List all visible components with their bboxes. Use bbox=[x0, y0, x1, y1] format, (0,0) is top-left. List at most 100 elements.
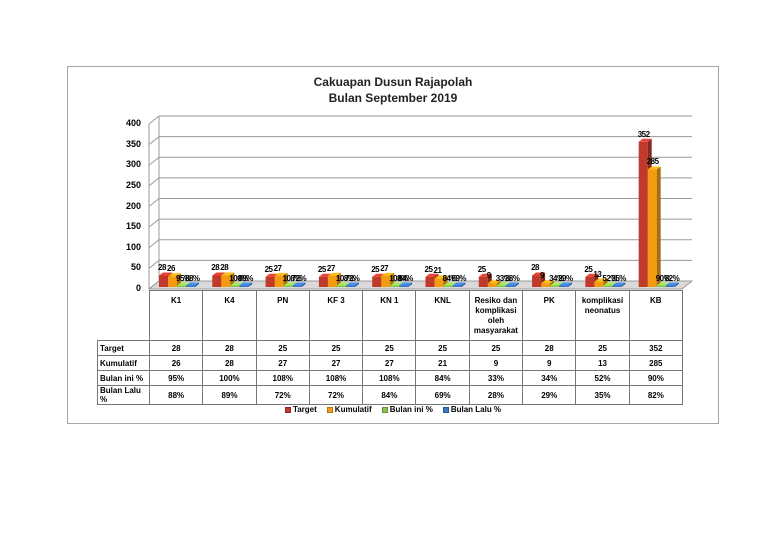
data-label: 108% bbox=[335, 273, 355, 283]
data-table: K1 K4 PN KF 3 KN 1 KNL Resiko dan komplikasi o… bbox=[97, 290, 683, 405]
table-row: Bulan ini % 95% 100% 108% 108% 108% 84% 33% 34% 5… bbox=[97, 370, 683, 386]
data-label: 72% bbox=[344, 273, 360, 283]
data-label: 84% bbox=[398, 273, 413, 283]
plot-area bbox=[147, 115, 694, 290]
table-cell: 25 bbox=[575, 340, 630, 356]
legend-swatch-icon bbox=[284, 406, 291, 413]
table-header-cell: PK bbox=[522, 290, 577, 341]
table-cell: 95% bbox=[148, 370, 204, 386]
table-cell: 25 bbox=[308, 340, 364, 356]
data-label: 25 bbox=[424, 264, 433, 274]
data-label: 33% bbox=[495, 273, 511, 283]
legend-label: Bulan ini % bbox=[389, 405, 433, 414]
y-tick-label: 0 bbox=[135, 283, 141, 293]
legend-label: Bulan Lalu % bbox=[450, 405, 502, 414]
bar bbox=[399, 282, 413, 287]
table-cell: 108% bbox=[255, 370, 310, 386]
table-cell: 52% bbox=[575, 370, 630, 386]
table-header-cell: komplikasi neonatus bbox=[575, 290, 630, 341]
data-label: 25 bbox=[477, 264, 486, 274]
table-cell: 69% bbox=[415, 385, 470, 405]
table-cell: 34% bbox=[522, 370, 577, 386]
table-cell: 29% bbox=[522, 385, 577, 405]
table-cell: 25 bbox=[255, 340, 310, 356]
table-row-label: Bulan Lalu % bbox=[97, 385, 150, 405]
table-corner bbox=[98, 291, 150, 341]
chart-frame: Cakuapan Dusun Rajapolah Bulan September… bbox=[67, 66, 719, 424]
bar bbox=[505, 282, 519, 287]
y-tick-label: 300 bbox=[125, 159, 141, 170]
data-label: 28% bbox=[504, 273, 520, 283]
chart-title: Cakuapan Dusun Rajapolah bbox=[313, 75, 473, 89]
data-label: 72% bbox=[291, 273, 307, 283]
bar bbox=[647, 166, 661, 287]
table-header-cell: K1 bbox=[148, 290, 204, 341]
table-cell: 27 bbox=[308, 355, 364, 371]
data-label: 352 bbox=[637, 129, 650, 139]
legend-item: Bulan Lalu % bbox=[442, 405, 502, 414]
data-label: 27 bbox=[380, 263, 389, 273]
data-label: 82% bbox=[664, 273, 680, 283]
data-label: 100% bbox=[229, 273, 248, 283]
data-label: 285 bbox=[646, 157, 659, 167]
table-header-cell: KB bbox=[628, 290, 683, 341]
table-cell: 108% bbox=[362, 370, 417, 386]
data-label: 69% bbox=[451, 273, 467, 283]
data-label: 26 bbox=[167, 264, 175, 274]
table-header-cell: KN 1 bbox=[362, 290, 417, 341]
y-tick-label: 100 bbox=[125, 241, 141, 252]
table-cell: 89% bbox=[202, 385, 257, 405]
data-label: 90% bbox=[655, 273, 671, 283]
legend: Target Kumulatif Bulan ini % Bulan Lalu % bbox=[68, 405, 718, 414]
data-label: 89% bbox=[238, 273, 253, 283]
bar bbox=[612, 282, 626, 287]
data-label: 95% bbox=[176, 273, 191, 283]
data-label: 9 bbox=[486, 271, 491, 281]
data-label: 52% bbox=[602, 273, 617, 283]
data-label: 88% bbox=[185, 273, 200, 283]
data-label: 27 bbox=[326, 263, 335, 273]
data-label: 9 bbox=[540, 271, 545, 281]
y-tick-label: 350 bbox=[125, 138, 141, 149]
table-cell: 28% bbox=[468, 385, 524, 405]
y-tick-label: 200 bbox=[125, 200, 141, 211]
table-cell: 28 bbox=[202, 355, 257, 371]
data-label: 28 bbox=[531, 263, 539, 273]
bar bbox=[665, 282, 679, 287]
legend-swatch-icon bbox=[326, 406, 333, 413]
table-cell: 100% bbox=[202, 370, 257, 386]
data-label: 13 bbox=[593, 269, 602, 279]
y-tick-label: 400 bbox=[125, 118, 141, 128]
table-cell: 26 bbox=[148, 355, 204, 371]
table-cell: 108% bbox=[308, 370, 364, 386]
table-cell: 13 bbox=[575, 355, 630, 371]
data-label: 25 bbox=[317, 264, 326, 274]
table-row-label: Kumulatif bbox=[97, 355, 150, 371]
legend-swatch-icon bbox=[442, 406, 449, 413]
table-cell: 84% bbox=[362, 385, 417, 405]
data-label: 27 bbox=[273, 263, 282, 273]
data-label: 25 bbox=[371, 264, 380, 274]
data-label: 34% bbox=[549, 273, 564, 283]
bar bbox=[292, 282, 306, 287]
table-cell: 25 bbox=[362, 340, 417, 356]
table-cell: 27 bbox=[362, 355, 417, 371]
table-cell: 9 bbox=[522, 355, 577, 371]
table-row: Kumulatif 26 28 27 27 27 21 9 9 13 285 bbox=[97, 355, 683, 371]
table-cell: 90% bbox=[628, 370, 683, 386]
table-cell: 35% bbox=[575, 385, 630, 405]
table-cell: 285 bbox=[628, 355, 683, 371]
data-label: 28 bbox=[211, 263, 220, 273]
table-header-cell: K4 bbox=[202, 290, 257, 341]
table-row: Target 28 28 25 25 25 25 25 28 25 352 bbox=[97, 340, 683, 356]
data-label: 25 bbox=[584, 264, 593, 274]
legend-label: Target bbox=[292, 405, 317, 414]
bar bbox=[452, 282, 466, 287]
legend-swatch-icon bbox=[381, 406, 388, 413]
table-row: Bulan Lalu % 88% 89% 72% 72% 84% 69% 28% 29% 35% 8… bbox=[97, 385, 683, 405]
data-label: 28 bbox=[158, 263, 166, 273]
y-tick-label: 150 bbox=[125, 221, 141, 232]
table-cell: 84% bbox=[415, 370, 470, 386]
table-cell: 28 bbox=[522, 340, 577, 356]
table-cell: 82% bbox=[628, 385, 683, 405]
